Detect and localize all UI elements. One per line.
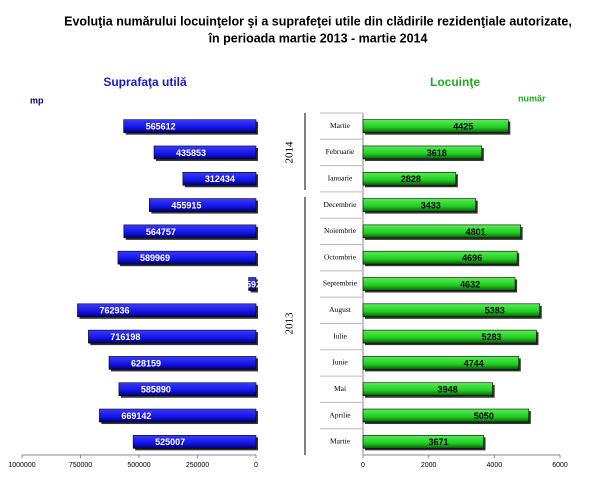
data-label: 585890: [141, 385, 171, 395]
data-label: 2828: [401, 174, 421, 184]
data-label: 455915: [171, 200, 201, 210]
category-label: Februarie: [326, 147, 355, 156]
data-label: 762936: [99, 306, 129, 316]
bar: [362, 198, 477, 212]
category-label: Martie: [330, 437, 351, 446]
data-label: 589969: [140, 253, 170, 263]
data-label: 669142: [121, 411, 151, 421]
data-label: 565612: [146, 122, 176, 132]
category-label: Iulie: [333, 331, 347, 340]
data-label: 435853: [176, 148, 206, 158]
data-label: 4632: [460, 279, 480, 289]
data-label: 5283: [481, 332, 501, 342]
category-label: Noiembrie: [324, 226, 357, 235]
x-tick-label: 0: [254, 462, 258, 469]
bar: [362, 303, 541, 318]
bar: [99, 408, 257, 423]
category-label: Martie: [330, 121, 351, 130]
x-tick-label: 750000: [69, 462, 92, 469]
bar: [248, 277, 257, 291]
bar: [362, 145, 483, 160]
unit-label: număr: [518, 93, 546, 103]
bar: [362, 277, 516, 291]
data-label: 4744: [464, 358, 484, 368]
category-label: Ianuarie: [328, 173, 353, 182]
category-label: Aprilie: [329, 410, 351, 419]
bar: [362, 356, 520, 370]
x-tick-label: 1000000: [8, 462, 35, 469]
bar: [118, 382, 257, 397]
bar: [77, 303, 257, 318]
bar: [123, 224, 257, 239]
data-label: 3618: [427, 148, 447, 158]
data-label: 564757: [146, 227, 176, 237]
year-label: 2014: [284, 141, 296, 164]
x-tick-label: 4000: [487, 462, 503, 469]
bar: [123, 119, 257, 133]
bar: [362, 119, 509, 133]
bar: [182, 171, 257, 186]
category-label: Mai: [334, 384, 346, 393]
bar: [153, 145, 257, 160]
data-label: 4425: [453, 122, 473, 132]
x-tick-label: 250000: [186, 462, 209, 469]
year-label: 2013: [284, 312, 296, 335]
category-label: Decembrie: [324, 200, 358, 209]
category-label: Septembrie: [323, 279, 358, 288]
x-tick-label: 0: [361, 462, 365, 469]
bar: [362, 329, 537, 344]
chart-title: Suprafaţa utilă: [103, 75, 187, 89]
data-label: 3948: [438, 385, 458, 395]
category-label: Octombrie: [324, 252, 357, 261]
data-label: 5383: [485, 306, 505, 316]
bar: [362, 435, 484, 449]
bar: [108, 356, 257, 370]
data-label: 525007: [155, 437, 185, 447]
data-label: 3671: [429, 437, 449, 447]
x-tick-label: 500000: [127, 462, 150, 469]
category-label: August: [329, 305, 352, 314]
bar: [362, 250, 518, 265]
unit-label: mp: [30, 95, 44, 105]
bar: [362, 382, 493, 397]
bar: [362, 171, 457, 186]
category-label: Iunie: [332, 358, 348, 367]
data-label: 4696: [462, 253, 482, 263]
data-label: 5050: [474, 411, 494, 421]
data-label: 312434: [205, 174, 235, 184]
data-label: 716198: [110, 332, 140, 342]
bar: [117, 250, 257, 265]
data-label: 4801: [466, 227, 486, 237]
title-line: Evoluţia numărului locuinţelor şi a supr…: [64, 14, 572, 28]
bar: [132, 435, 257, 449]
data-label: 628159: [131, 358, 161, 368]
bar: [362, 224, 521, 239]
data-label: 3433: [421, 200, 441, 210]
bar: [88, 329, 257, 344]
title-line: în perioada martie 2013 - martie 2014: [208, 31, 428, 45]
x-tick-label: 6000: [552, 462, 568, 469]
bar: [362, 408, 530, 423]
bar: [149, 198, 257, 212]
chart-title: Locuinţe: [430, 75, 480, 89]
x-tick-label: 2000: [421, 462, 437, 469]
data-label: 31592: [236, 279, 261, 289]
